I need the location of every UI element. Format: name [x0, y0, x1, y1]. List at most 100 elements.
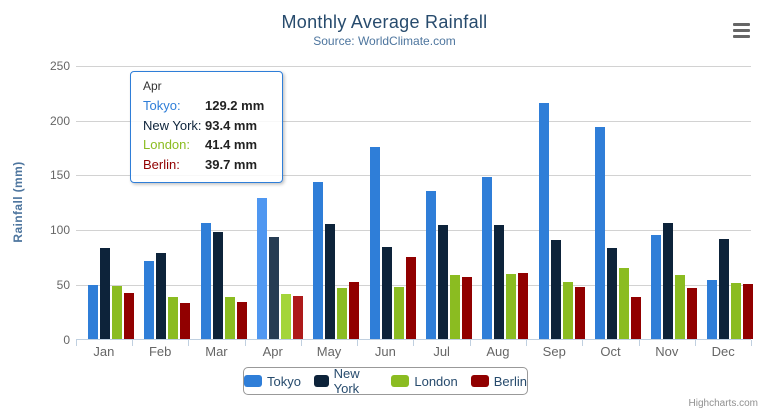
bar-berlin-jun[interactable]: [405, 256, 416, 340]
x-axis-label-dec: Dec: [711, 344, 735, 359]
bar-berlin-sep[interactable]: [574, 287, 585, 340]
x-axis-tick: [582, 339, 584, 346]
credits-link[interactable]: Highcharts.com: [688, 398, 758, 409]
tooltip-row: New York: 93.4 mm: [143, 116, 272, 136]
bar-new-york-jan[interactable]: [100, 248, 111, 340]
bar-new-york-sep[interactable]: [550, 239, 561, 340]
bar-tokyo-apr[interactable]: [257, 198, 268, 340]
plot-area: [75, 66, 754, 346]
gridline: [75, 120, 752, 122]
y-axis-label: 100: [49, 223, 70, 238]
bar-london-mar[interactable]: [224, 296, 235, 340]
bar-tokyo-nov[interactable]: [651, 234, 662, 340]
bar-tokyo-aug[interactable]: [482, 177, 493, 340]
x-axis-tick: [638, 339, 640, 346]
tooltip-series-value: 41.4 mm: [205, 137, 258, 153]
bar-tokyo-jul[interactable]: [425, 191, 436, 340]
bar-berlin-dec[interactable]: [743, 283, 754, 340]
bar-new-york-aug[interactable]: [494, 225, 505, 340]
bar-new-york-mar[interactable]: [212, 231, 223, 340]
legend-label: New York: [333, 366, 360, 396]
x-axis-tick: [188, 339, 190, 346]
x-axis-label-jun: Jun: [374, 344, 396, 359]
bar-london-oct[interactable]: [618, 268, 629, 340]
x-axis-tick: [751, 339, 753, 346]
legend: Tokyo New York London Berlin: [243, 366, 528, 396]
chart-subtitle: Source: WorldClimate.com: [313, 34, 456, 48]
legend-item-berlin[interactable]: Berlin: [470, 373, 527, 389]
bar-tokyo-mar[interactable]: [200, 223, 211, 340]
bar-new-york-jul[interactable]: [437, 224, 448, 340]
bar-tokyo-sep[interactable]: [538, 102, 549, 340]
legend-swatch: [313, 375, 329, 387]
tooltip-series-label: Tokyo:: [143, 98, 181, 114]
x-axis-tick: [413, 339, 415, 346]
bar-new-york-may[interactable]: [325, 223, 336, 340]
export-menu-button[interactable]: [732, 19, 752, 40]
bar-new-york-feb[interactable]: [156, 253, 167, 340]
legend-item-tokyo[interactable]: Tokyo: [244, 374, 301, 389]
bar-tokyo-oct[interactable]: [594, 127, 605, 340]
tooltip: Apr Tokyo: 129.2 mm New York: 93.4 mm London…: [130, 71, 283, 183]
bar-new-york-nov[interactable]: [663, 222, 674, 340]
y-axis-title: Rainfall (mm): [11, 161, 25, 243]
x-axis-tick: [300, 339, 302, 346]
tooltip-series-label: New York:: [143, 117, 202, 133]
tooltip-row: London: 41.4 mm: [143, 135, 272, 155]
bar-london-feb[interactable]: [168, 297, 179, 340]
legend-item-new-york[interactable]: New York: [313, 366, 378, 396]
x-axis-label-jan: Jan: [93, 344, 115, 359]
bar-tokyo-jan[interactable]: [88, 284, 99, 340]
bar-london-sep[interactable]: [562, 282, 573, 340]
bar-berlin-jul[interactable]: [461, 276, 472, 340]
bar-london-jul[interactable]: [449, 274, 460, 340]
x-axis-label-oct: Oct: [600, 344, 621, 359]
bar-berlin-nov[interactable]: [687, 288, 698, 340]
bar-london-apr[interactable]: [281, 294, 292, 340]
x-axis-label-sep: Sep: [542, 344, 566, 359]
x-axis-tick: [526, 339, 528, 346]
bar-new-york-jun[interactable]: [381, 247, 392, 340]
legend-item-london[interactable]: London: [391, 373, 458, 389]
y-axis-label: 0: [63, 332, 70, 347]
bar-berlin-jan[interactable]: [124, 293, 135, 340]
bar-london-jan[interactable]: [112, 286, 123, 340]
bar-london-jun[interactable]: [393, 286, 404, 340]
legend-label: London: [414, 373, 458, 389]
x-axis-label-feb: Feb: [148, 344, 172, 359]
legend-label: Berlin: [493, 373, 527, 389]
tooltip-series-value: 39.7 mm: [205, 156, 258, 172]
bar-london-dec[interactable]: [731, 283, 742, 340]
bar-london-may[interactable]: [337, 288, 348, 340]
bar-new-york-dec[interactable]: [719, 238, 730, 340]
tooltip-row: Tokyo: 129.2 mm: [143, 96, 272, 116]
bar-tokyo-jun[interactable]: [369, 146, 380, 340]
y-axis-label: 250: [49, 59, 70, 73]
bar-berlin-apr[interactable]: [293, 296, 304, 340]
tooltip-series-label: Berlin:: [143, 156, 180, 172]
bar-tokyo-dec[interactable]: [707, 279, 718, 340]
x-axis-tick: [694, 339, 696, 346]
x-axis-tick: [357, 339, 359, 346]
x-axis-tick: [244, 339, 246, 346]
bar-berlin-aug[interactable]: [518, 273, 529, 340]
bar-london-aug[interactable]: [506, 274, 517, 340]
bar-berlin-feb[interactable]: [180, 303, 191, 340]
x-axis-tick: [469, 339, 471, 346]
bar-tokyo-feb[interactable]: [144, 261, 155, 340]
x-axis-tick: [131, 339, 133, 346]
bar-berlin-mar[interactable]: [236, 301, 247, 340]
x-axis-label-nov: Nov: [655, 344, 679, 359]
legend-swatch: [244, 375, 262, 387]
bar-london-nov[interactable]: [675, 274, 686, 340]
chart-title: Monthly Average Rainfall: [281, 12, 488, 32]
hamburger-icon: [733, 23, 751, 38]
bar-berlin-may[interactable]: [349, 281, 360, 340]
bar-new-york-oct[interactable]: [606, 248, 617, 340]
bar-berlin-oct[interactable]: [630, 296, 641, 340]
bar-new-york-apr[interactable]: [269, 237, 280, 340]
gridline: [75, 230, 752, 232]
bar-tokyo-may[interactable]: [313, 181, 324, 340]
y-axis-label: 200: [49, 113, 70, 128]
